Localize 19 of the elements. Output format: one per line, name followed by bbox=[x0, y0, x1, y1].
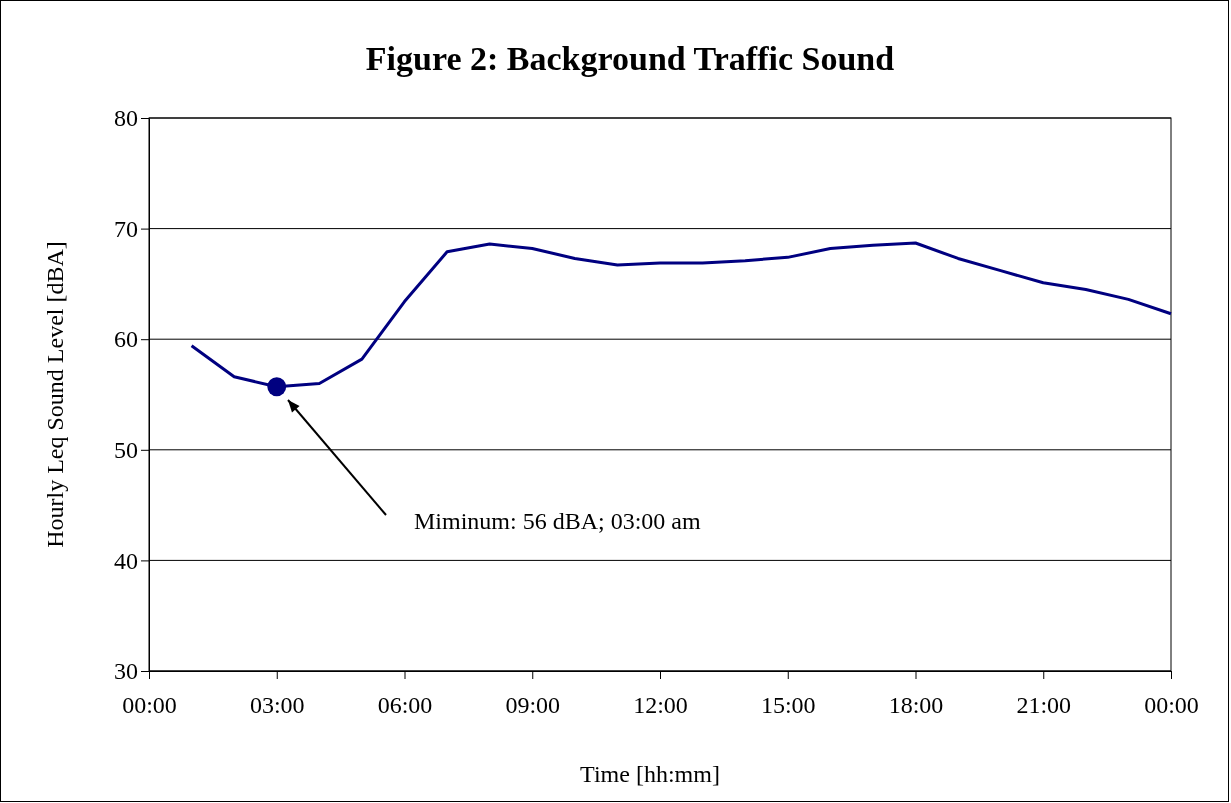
x-tick-label: 21:00 bbox=[1016, 692, 1072, 719]
x-tick-label: 06:00 bbox=[377, 692, 433, 719]
y-axis-title: Hourly Leq Sound Level [dBA] bbox=[42, 241, 68, 548]
x-axis-title: Time [hh:mm] bbox=[580, 761, 720, 787]
y-tick-label: 60 bbox=[114, 326, 138, 353]
x-tick-label: 03:00 bbox=[249, 692, 305, 719]
annotation: Miminum: 56 dBA; 03:00 am bbox=[414, 508, 702, 534]
chart-title: Figure 2: Background Traffic Sound bbox=[365, 40, 895, 77]
y-tick-label: 80 bbox=[114, 105, 138, 132]
y-tick-label: 70 bbox=[114, 215, 138, 242]
y-tick-label: 40 bbox=[114, 547, 138, 574]
x-tick-label: 12:00 bbox=[633, 692, 688, 719]
x-tick-label: 15:00 bbox=[760, 692, 816, 719]
x-tick-label: 00:00 bbox=[122, 692, 177, 719]
x-tick-label: 00:00 bbox=[1144, 692, 1199, 719]
y-tick-label: 30 bbox=[114, 658, 138, 685]
x-tick-label: 09:00 bbox=[505, 692, 561, 719]
y-tick-label: 50 bbox=[114, 436, 138, 463]
x-tick-label: 18:00 bbox=[888, 692, 944, 719]
